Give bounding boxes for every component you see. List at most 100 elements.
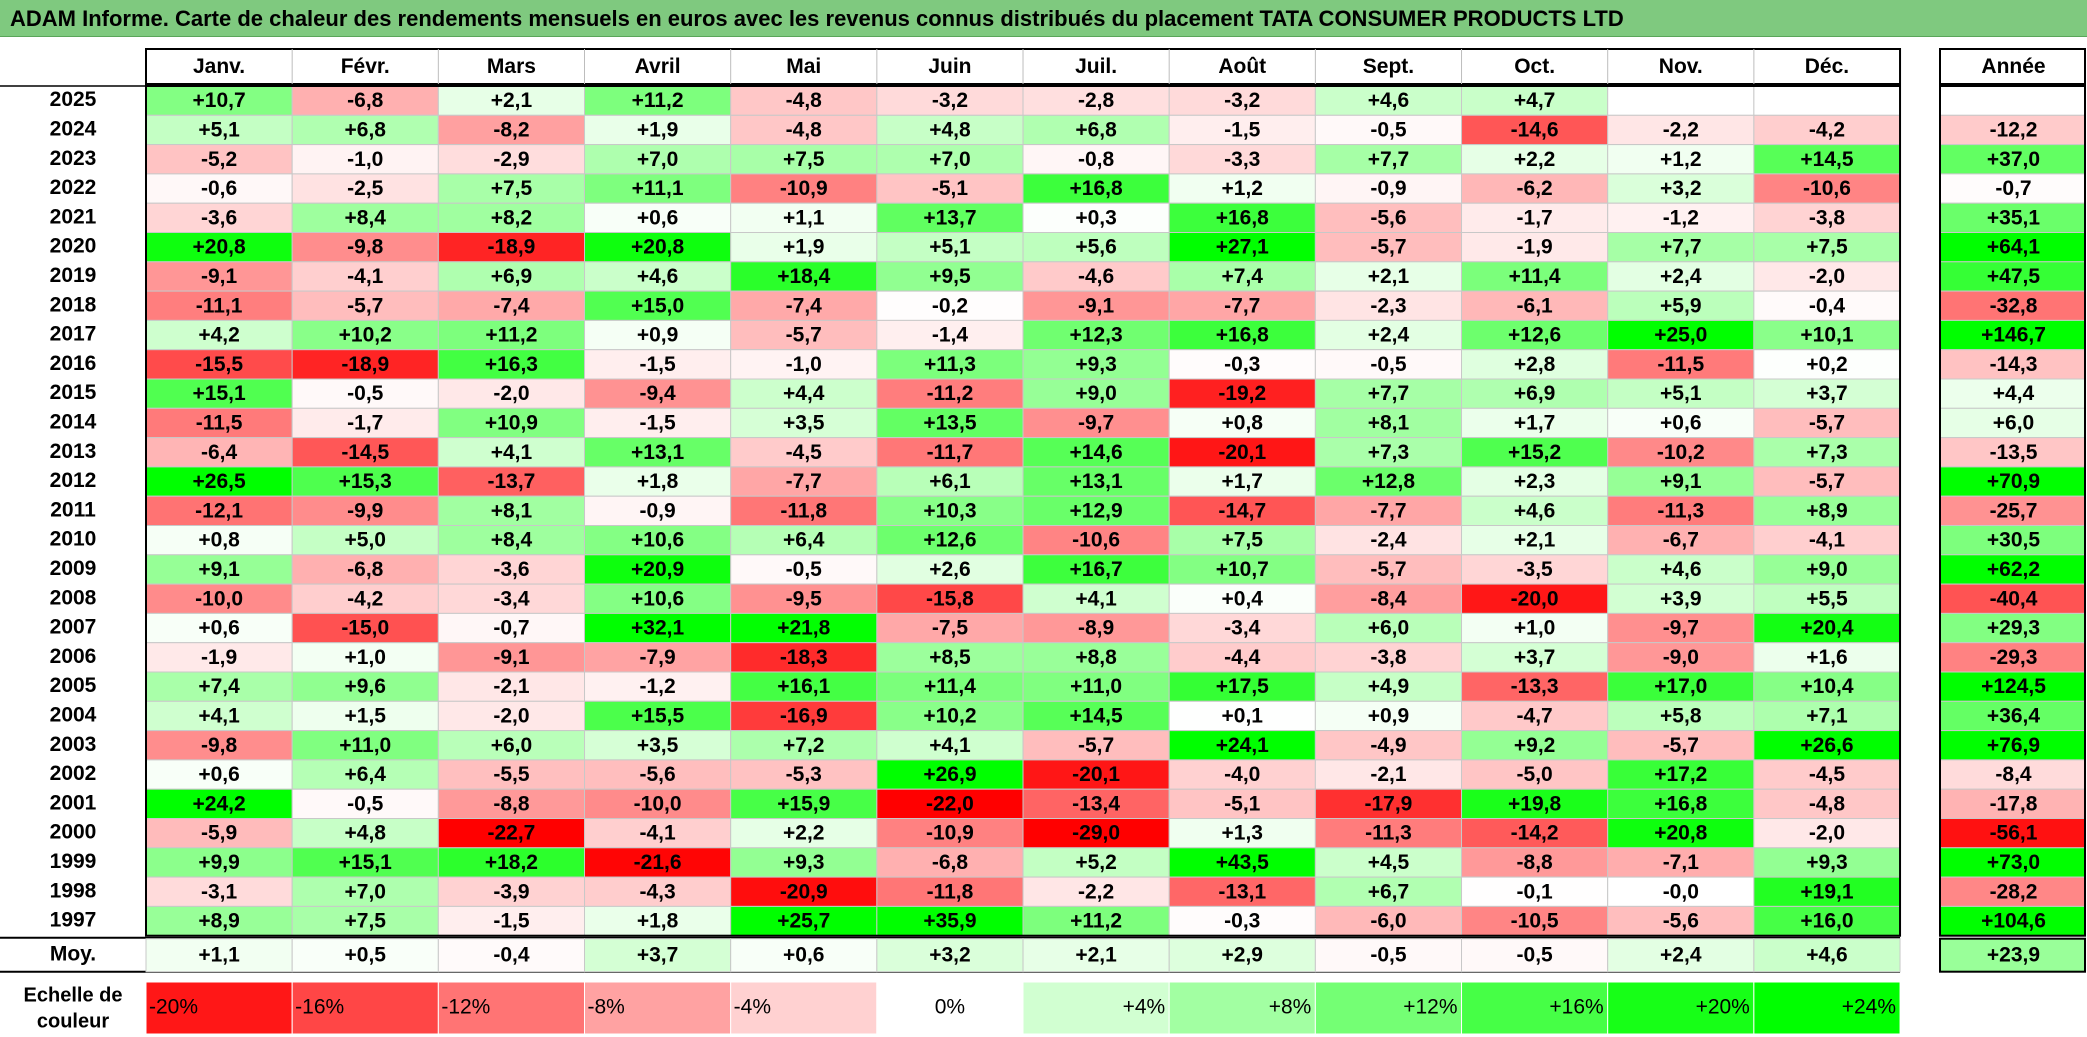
cell-value: +15,2 [1508, 441, 1561, 464]
heatmap-cell [584, 290, 732, 321]
legend-step-label: +8% [1269, 996, 1312, 1019]
legend-step-label: -20% [149, 996, 198, 1019]
cell-value: -2,9 [493, 148, 529, 171]
cell-value: -3,4 [1224, 617, 1261, 640]
cell-value: -6,4 [201, 441, 238, 464]
heatmap-cell [291, 642, 439, 673]
legend-swatch [1168, 981, 1316, 1035]
cell-value: +12,6 [923, 529, 976, 552]
average-cell [876, 938, 1024, 973]
annual-cell [1939, 114, 2086, 146]
year-label: 2017 [50, 323, 97, 346]
cell-value: -10,6 [1072, 529, 1120, 552]
heatmap-cell [1607, 319, 1755, 351]
heatmap-cell [1607, 407, 1755, 439]
cell-value: -4,7 [1517, 704, 1553, 727]
cell-value: -0,8 [1078, 148, 1115, 171]
heatmap-cell [291, 583, 439, 614]
heatmap-cell [1168, 349, 1316, 380]
heatmap-cell [437, 349, 586, 380]
cell-value: +20,8 [631, 236, 684, 259]
heatmap-cell [291, 495, 439, 527]
cell-value: -0,0 [1663, 880, 1699, 903]
cell-value: +10,2 [923, 704, 976, 727]
cell-value: -2,0 [1809, 822, 1845, 845]
cell-value: +8,1 [1368, 411, 1410, 434]
heatmap-cell [1022, 437, 1170, 468]
cell-value: +20,9 [631, 558, 684, 581]
cell-value: +6,0 [1368, 617, 1409, 640]
cell-value: +5,2 [1075, 851, 1116, 874]
heatmap-cell [1314, 495, 1463, 527]
cell-value: +24,2 [193, 792, 246, 815]
heatmap-cell [1607, 905, 1755, 937]
cell-value: +27,1 [1216, 236, 1269, 259]
cell-value: +2,2 [783, 822, 824, 845]
year-label: 2018 [50, 293, 97, 316]
legend-swatch [1314, 981, 1463, 1035]
grid-border [145, 85, 1902, 937]
cell-value: +3,2 [1660, 177, 1701, 200]
legend-step-label: +12% [1403, 996, 1457, 1019]
cell-value: -9,5 [786, 587, 823, 610]
year-label: 2006 [50, 645, 97, 668]
year-label: 2002 [50, 762, 97, 785]
cell-value: +7,7 [1660, 236, 1701, 259]
cell-value: +20,4 [1800, 617, 1853, 640]
heatmap-cell [1022, 466, 1170, 497]
heatmap-cell [584, 261, 732, 292]
cell-value: -1,9 [201, 646, 237, 669]
heatmap-cell [1314, 876, 1463, 907]
legend-step-label: -12% [441, 996, 490, 1019]
year-label: 2014 [50, 410, 97, 433]
year-label: 2025 [50, 88, 97, 111]
heatmap-cell [876, 466, 1024, 497]
annual-value: +70,9 [1987, 470, 2040, 493]
cell-value: -1,7 [347, 411, 383, 434]
cell-value: -7,4 [786, 294, 823, 317]
heatmap-cell [1607, 583, 1755, 614]
cell-value: -20,1 [1072, 763, 1120, 786]
heatmap-cell [1753, 612, 1901, 644]
cell-value: -4,5 [786, 441, 823, 464]
cell-value: +2,6 [929, 558, 970, 581]
cell-value: -9,4 [640, 382, 677, 405]
legend-swatch [291, 981, 439, 1035]
heatmap-cell [1753, 202, 1901, 233]
cell-value: -9,8 [347, 236, 384, 259]
heatmap-cell [876, 85, 1024, 116]
cell-value: +8,8 [1075, 646, 1117, 669]
heatmap-cell [1753, 114, 1901, 146]
cell-value: -0,5 [1370, 118, 1407, 141]
heatmap-cell [1607, 730, 1755, 761]
cell-value: -10,6 [1803, 177, 1851, 200]
cell-value: -6,1 [1517, 294, 1554, 317]
year-label: 1998 [50, 879, 97, 902]
year-label: 2010 [50, 528, 97, 551]
average-value: -0,5 [1370, 944, 1407, 967]
cell-value: -11,8 [780, 499, 827, 522]
heatmap-cell [1022, 349, 1170, 380]
cell-value: +11,4 [1509, 265, 1561, 288]
heatmap-cell [1461, 407, 1609, 439]
heatmap-cell [1753, 700, 1901, 732]
annual-value: -25,7 [1990, 499, 2038, 522]
heatmap-cell [1461, 730, 1609, 761]
heatmap-cell [584, 525, 732, 556]
cell-value: -5,6 [1663, 910, 1699, 933]
cell-value: -9,8 [201, 734, 238, 757]
heatmap-cell [1022, 232, 1170, 263]
cell-value: +0,8 [1222, 411, 1264, 434]
heatmap-cell [1461, 642, 1609, 673]
annual-value: -0,7 [1995, 177, 2031, 200]
cell-value: -15,8 [926, 587, 974, 610]
legend-swatch [730, 981, 878, 1035]
cell-value: -6,8 [932, 851, 969, 874]
cell-value: +2,1 [1368, 265, 1410, 288]
cell-value: -13,4 [1072, 792, 1120, 815]
heatmap-cell [145, 319, 293, 351]
average-annual-value: +23,9 [1987, 944, 2040, 967]
cell-value: -20,1 [1218, 441, 1266, 464]
cell-value: +0,8 [198, 529, 240, 552]
